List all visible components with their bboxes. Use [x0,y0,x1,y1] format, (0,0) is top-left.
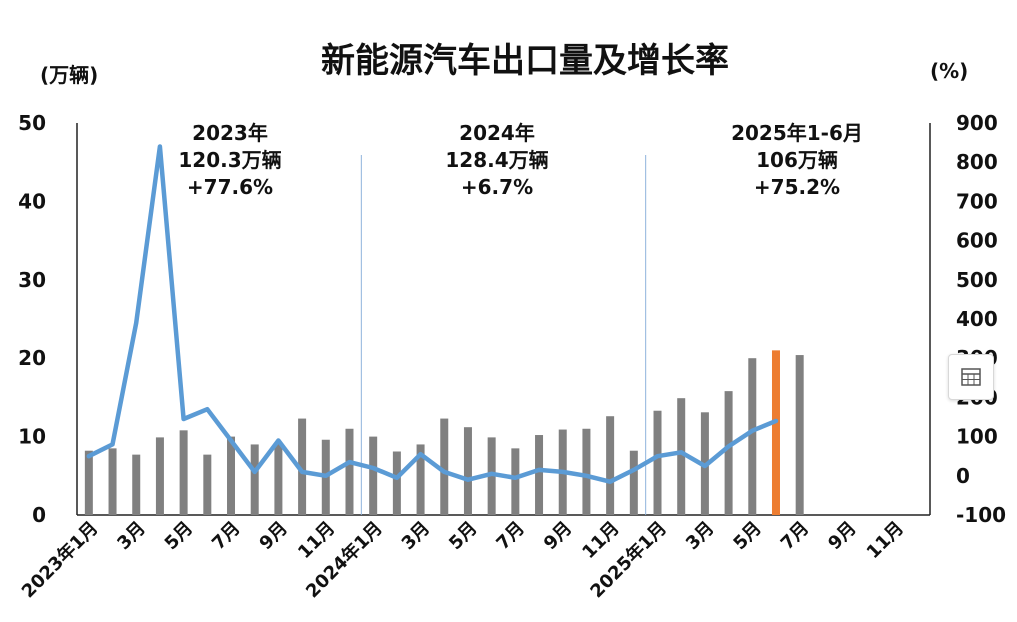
x-tick-label: 9月 [540,518,576,554]
right-tick-label: 100 [956,425,998,449]
bar [511,448,520,515]
growth-line [86,144,779,484]
period-annotation-line: 120.3万辆 [178,148,281,172]
x-tick-label: 7月 [492,518,528,554]
right-tick-label: 0 [956,464,970,488]
bar [274,442,283,515]
left-tick-label: 0 [32,503,46,527]
bar [487,437,496,515]
bar [108,448,117,515]
x-tick-label: 2023年1月 [17,517,102,602]
bar [606,416,615,515]
x-tick-label: 3月 [682,518,718,554]
x-tick-label: 3月 [113,518,149,554]
bar [795,355,804,515]
bar [298,418,307,515]
bar [724,391,733,515]
left-tick-label: 10 [18,425,46,449]
period-annotation-line: 106万辆 [756,148,838,172]
right-tick-label: 700 [956,189,998,213]
bar [345,428,354,515]
x-tick-label: 11月 [863,518,908,563]
bar [155,437,164,515]
left-axis-unit: (万辆) [40,63,98,87]
bar [582,428,591,515]
period-annotation-line: +6.7% [461,175,533,199]
bar [227,436,236,515]
chart-title: 新能源汽车出口量及增长率 [321,41,729,81]
bar [84,450,93,515]
x-tick-label: 5月 [729,518,765,554]
bar [392,451,401,515]
x-tick-label: 9月 [824,518,860,554]
bar [369,436,378,515]
bar [653,410,662,515]
left-tick-label: 20 [18,346,46,370]
x-tick-label: 9月 [256,518,292,554]
bar [677,398,686,515]
right-tick-label: 900 [956,111,998,135]
right-tick-label: 800 [956,150,998,174]
table-view-button[interactable] [948,354,994,400]
bar [132,454,141,515]
bar [416,444,425,515]
bar [535,435,544,515]
period-annotation-line: 128.4万辆 [445,148,548,172]
bar [771,350,780,515]
right-axis-unit: (%) [930,59,968,83]
right-tick-label: 400 [956,307,998,331]
bar [748,358,757,515]
bar [440,418,449,515]
right-tick-label: 500 [956,268,998,292]
x-tick-label: 7月 [208,518,244,554]
right-tick-label: 600 [956,229,998,253]
x-tick-label: 3月 [398,518,434,554]
x-tick-label: 5月 [161,518,197,554]
table-icon [961,368,981,386]
bar [179,430,188,515]
bar [203,454,212,515]
period-annotation-line: 2024年 [459,121,535,145]
bar [250,444,259,515]
period-annotation-line: 2025年1-6月 [731,121,863,145]
period-annotation-line: +77.6% [187,175,273,199]
right-tick-label: -100 [956,503,1006,527]
plot-area: 504030201009008007006005004003002001000-… [17,111,1006,602]
left-tick-label: 50 [18,111,46,135]
left-tick-label: 40 [18,189,46,213]
period-annotation-line: 2023年 [192,121,268,145]
bar [629,450,638,515]
x-tick-label: 7月 [777,518,813,554]
bar [463,427,472,515]
period-annotation-line: +75.2% [754,175,840,199]
left-tick-label: 30 [18,268,46,292]
x-tick-label: 5月 [445,518,481,554]
